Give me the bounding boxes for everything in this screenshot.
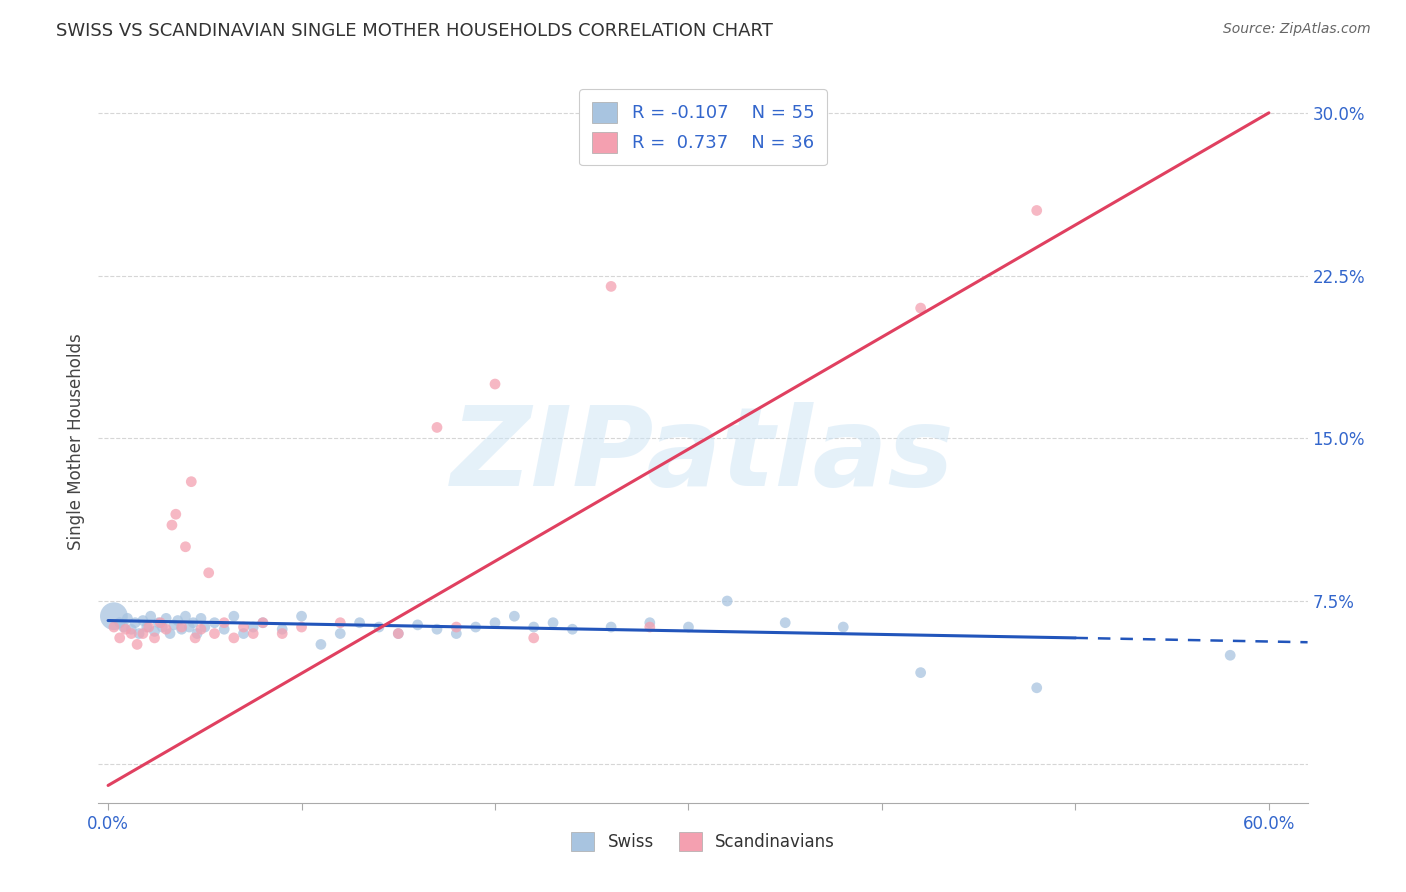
Point	[387, 626, 409, 640]
Point	[132, 614, 155, 628]
Point	[166, 614, 188, 628]
Point	[120, 626, 142, 640]
Point	[163, 618, 186, 632]
Point	[484, 377, 506, 392]
Point	[112, 620, 135, 634]
Point	[190, 622, 212, 636]
Point	[271, 622, 294, 636]
Text: Source: ZipAtlas.com: Source: ZipAtlas.com	[1223, 22, 1371, 37]
Point	[149, 615, 172, 630]
Point	[638, 620, 661, 634]
Point	[124, 615, 146, 630]
Point	[329, 615, 352, 630]
Point	[132, 626, 155, 640]
Point	[446, 620, 468, 634]
Point	[271, 626, 294, 640]
Point	[600, 279, 623, 293]
Point	[716, 594, 738, 608]
Point	[910, 301, 932, 315]
Point	[103, 609, 125, 624]
Point	[406, 618, 429, 632]
Point	[541, 615, 564, 630]
Point	[108, 615, 131, 630]
Text: SWISS VS SCANDINAVIAN SINGLE MOTHER HOUSEHOLDS CORRELATION CHART: SWISS VS SCANDINAVIAN SINGLE MOTHER HOUS…	[56, 22, 773, 40]
Point	[252, 615, 274, 630]
Legend: Swiss, Scandinavians: Swiss, Scandinavians	[562, 823, 844, 860]
Point	[159, 626, 181, 640]
Point	[150, 620, 173, 634]
Point	[165, 507, 187, 521]
Point	[222, 609, 245, 624]
Point	[127, 637, 149, 651]
Point	[242, 620, 264, 634]
Point	[181, 615, 204, 630]
Point	[426, 420, 449, 434]
Point	[186, 626, 208, 640]
Point	[1219, 648, 1241, 663]
Point	[1025, 681, 1047, 695]
Point	[232, 626, 254, 640]
Point	[212, 615, 235, 630]
Point	[143, 624, 166, 639]
Point	[503, 609, 526, 624]
Point	[309, 637, 332, 651]
Point	[426, 622, 449, 636]
Point	[170, 622, 193, 636]
Point	[179, 620, 201, 634]
Point	[120, 622, 142, 636]
Point	[910, 665, 932, 680]
Point	[832, 620, 855, 634]
Point	[1025, 203, 1047, 218]
Point	[523, 620, 546, 634]
Point	[143, 631, 166, 645]
Point	[232, 620, 254, 634]
Point	[148, 615, 170, 630]
Point	[114, 622, 136, 636]
Point	[446, 626, 468, 640]
Point	[194, 620, 217, 634]
Point	[190, 611, 212, 625]
Point	[155, 622, 177, 636]
Point	[197, 566, 219, 580]
Point	[108, 631, 131, 645]
Point	[484, 615, 506, 630]
Point	[523, 631, 546, 645]
Point	[222, 631, 245, 645]
Point	[174, 540, 197, 554]
Point	[242, 626, 264, 640]
Point	[678, 620, 700, 634]
Point	[290, 620, 312, 634]
Point	[329, 626, 352, 640]
Y-axis label: Single Mother Households: Single Mother Households	[67, 334, 86, 549]
Point	[368, 620, 391, 634]
Point	[387, 626, 409, 640]
Point	[638, 615, 661, 630]
Point	[170, 620, 193, 634]
Point	[155, 611, 177, 625]
Point	[600, 620, 623, 634]
Point	[349, 615, 371, 630]
Point	[180, 475, 202, 489]
Point	[561, 622, 583, 636]
Point	[184, 631, 207, 645]
Point	[174, 609, 197, 624]
Point	[290, 609, 312, 624]
Point	[117, 611, 139, 625]
Point	[252, 615, 274, 630]
Point	[138, 620, 160, 634]
Text: ZIPatlas: ZIPatlas	[451, 402, 955, 509]
Point	[103, 620, 125, 634]
Point	[212, 622, 235, 636]
Point	[139, 609, 162, 624]
Point	[464, 620, 486, 634]
Point	[204, 626, 226, 640]
Point	[160, 518, 183, 533]
Point	[135, 620, 157, 634]
Point	[773, 615, 796, 630]
Point	[204, 615, 226, 630]
Point	[128, 626, 150, 640]
